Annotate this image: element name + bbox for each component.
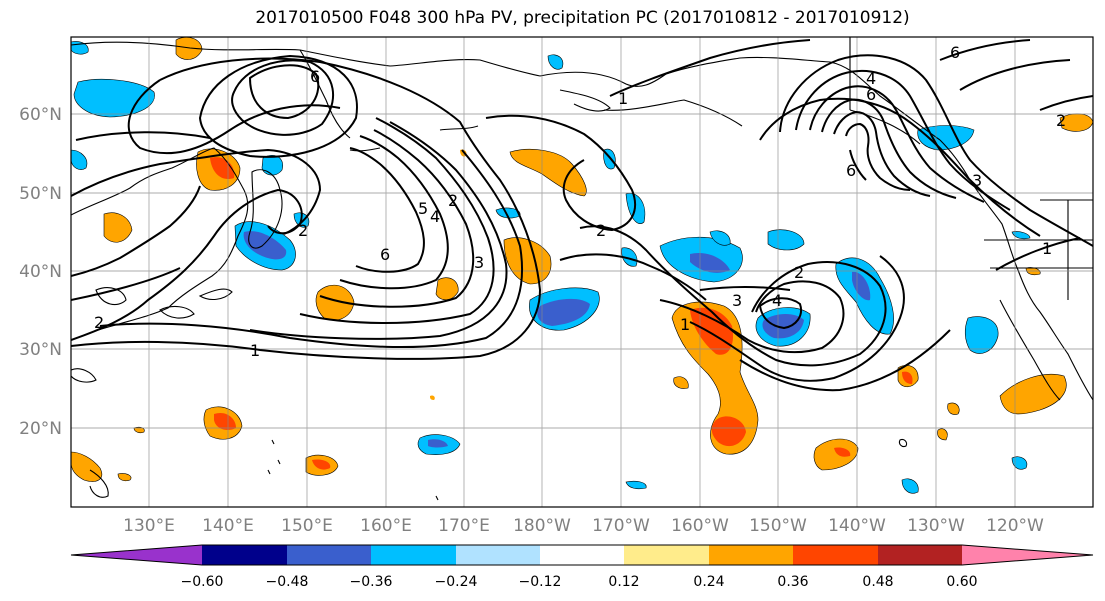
- lon-label: 160°E: [360, 516, 412, 536]
- contour-label: 1: [680, 315, 690, 334]
- colorbar-segment: [962, 545, 1093, 565]
- colorbar-labels: −0.60 −0.48 −0.36 −0.24 −0.12 0.12 0.24 …: [181, 574, 978, 590]
- colorbar-segment: [624, 545, 709, 565]
- colorbar-segment: [540, 545, 624, 565]
- contour-label: 6: [310, 67, 320, 86]
- contour-label: 2: [448, 191, 458, 210]
- lon-label: 140°E: [202, 516, 254, 536]
- contour-label: 3: [972, 171, 982, 190]
- contour-label: 2: [94, 313, 104, 332]
- colorbar-outline: [70, 544, 1094, 566]
- lon-label: 180°W: [513, 516, 571, 536]
- contour-label: 3: [732, 291, 742, 310]
- lon-labels: 130°E 140°E 150°E 160°E 170°E 180°W 170°…: [123, 516, 1044, 536]
- colorbar-segment: [287, 545, 371, 565]
- lon-label: 150°W: [749, 516, 807, 536]
- lat-label: 20°N: [19, 419, 62, 439]
- colorbar-label: 0.48: [862, 574, 893, 590]
- contour-label: 1: [250, 341, 260, 360]
- map-title: 2017010500 F048 300 hPa PV, precipitatio…: [255, 8, 910, 28]
- lat-label: 60°N: [19, 105, 62, 125]
- colorbar-segment: [202, 545, 287, 565]
- contour-label: 6: [380, 245, 390, 264]
- contour-label: 3: [474, 253, 484, 272]
- contour-label: 4: [772, 291, 782, 310]
- contour-label: 6: [866, 85, 876, 104]
- contour-label: 6: [950, 43, 960, 62]
- contour-label: 6: [846, 161, 856, 180]
- colorbar-label: −0.48: [266, 574, 309, 590]
- lon-label: 160°W: [671, 516, 729, 536]
- colorbar-label: −0.60: [181, 574, 224, 590]
- contour-label: 2: [596, 221, 606, 240]
- lon-label: 130°W: [907, 516, 965, 536]
- lon-label: 170°W: [592, 516, 650, 536]
- colorbar: [70, 544, 1094, 566]
- lon-label: 150°E: [281, 516, 333, 536]
- lat-labels: 60°N 50°N 40°N 30°N 20°N: [19, 105, 62, 439]
- lon-label: 120°W: [986, 516, 1044, 536]
- colorbar-label: 0.60: [946, 574, 977, 590]
- plot-frame: [70, 36, 1094, 508]
- contour-label: 1: [1042, 239, 1052, 258]
- colorbar-segment: [371, 545, 456, 565]
- contour-labels: 6 5 4 2 3 6 1 2 2 3 4 1 2 1 6 6 4 2 3 2 …: [94, 43, 1066, 360]
- colorbar-label: 0.12: [608, 574, 639, 590]
- lon-label: 170°E: [438, 516, 490, 536]
- contour-label: 2: [1056, 111, 1066, 130]
- colorbar-label: −0.12: [519, 574, 562, 590]
- contour-label: 2: [794, 263, 804, 282]
- contour-label: 2: [298, 221, 308, 240]
- contour-label: 4: [866, 69, 876, 88]
- contour-label: 5: [418, 199, 428, 218]
- lat-label: 40°N: [19, 262, 62, 282]
- contour-label: 4: [430, 207, 440, 226]
- coastlines: [71, 37, 1093, 501]
- colorbar-segment: [793, 545, 878, 565]
- colorbar-segment: [71, 545, 202, 565]
- colorbar-label: 0.36: [777, 574, 808, 590]
- colorbar-label: −0.24: [435, 574, 478, 590]
- colorbar-segment: [456, 545, 540, 565]
- colorbar-label: 0.24: [693, 574, 724, 590]
- lat-label: 30°N: [19, 340, 62, 360]
- contour-label: 1: [618, 89, 628, 108]
- lon-label: 130°E: [123, 516, 175, 536]
- lon-label: 140°W: [828, 516, 886, 536]
- colorbar-segment: [878, 545, 962, 565]
- lat-label: 50°N: [19, 184, 62, 204]
- colorbar-segment: [709, 545, 793, 565]
- gridlines: [71, 37, 1093, 507]
- colorbar-label: −0.36: [350, 574, 393, 590]
- pv-contours: [71, 39, 1093, 392]
